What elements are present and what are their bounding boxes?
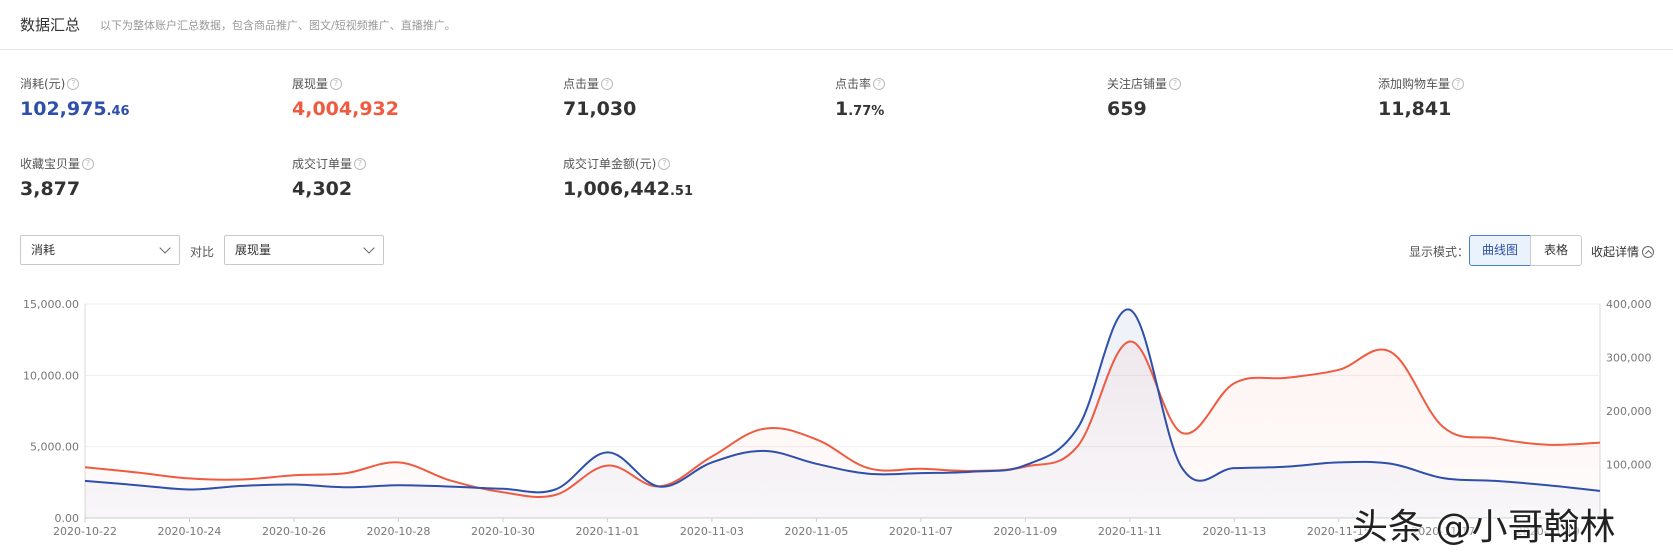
collapse-details-button[interactable]: 收起详情 — [1591, 243, 1655, 260]
x-tick-label: 2020-10-24 — [158, 525, 222, 538]
x-tick-label: 2020-11-07 — [889, 525, 953, 538]
x-tick-label: 2020-10-26 — [262, 525, 326, 538]
compare-label: 对比 — [190, 245, 215, 259]
metric-select[interactable]: 消耗 — [20, 235, 180, 265]
y-right-tick-label: 400,000 — [1606, 298, 1652, 311]
y-left-tick-label: 0.00 — [55, 512, 80, 525]
metric-add-to-cart: 添加购物车量? 11,841 — [1378, 76, 1638, 120]
y-right-tick-label: 300,000 — [1606, 352, 1652, 365]
collapse-details-label: 收起详情 — [1591, 245, 1640, 259]
summary-header: 数据汇总 以下为整体账户汇总数据，包含商品推广、图文/短视频推广、直播推广。 — [0, 0, 1673, 50]
page-description: 以下为整体账户汇总数据，包含商品推广、图文/短视频推广、直播推广。 — [100, 19, 456, 32]
x-tick-label: 2020-11-19 — [1516, 525, 1580, 538]
chart-lines — [84, 308, 1601, 498]
metric-value: 659 — [1107, 98, 1147, 120]
display-mode-label: 显示模式： — [1409, 245, 1470, 259]
help-icon[interactable]: ? — [330, 78, 343, 90]
x-tick-label: 2020-11-01 — [575, 525, 639, 538]
y-right-tick-label: 200,000 — [1606, 405, 1652, 418]
tab-table[interactable]: 表格 — [1530, 235, 1582, 266]
x-tick-label: 2020-11-05 — [784, 525, 848, 538]
metric-select-value: 消耗 — [31, 243, 56, 257]
metric-ctr: 点击率? 1.77% — [835, 76, 1095, 120]
metric-label: 收藏宝贝量 — [20, 157, 81, 171]
metric-favorites: 收藏宝贝量? 3,877 — [20, 156, 280, 200]
series-line-cost — [84, 308, 1601, 494]
compare-select-value: 展现量 — [235, 243, 272, 257]
metric-label: 添加购物车量 — [1378, 77, 1451, 91]
compare-select[interactable]: 展现量 — [224, 235, 384, 265]
help-icon[interactable]: ? — [1169, 78, 1182, 90]
metric-value: 4,302 — [292, 178, 353, 200]
x-tick-label: 2020-11-17 — [1411, 525, 1475, 538]
metric-value: 71,030 — [563, 98, 637, 120]
x-tick-label: 2020-11-09 — [993, 525, 1057, 538]
chevron-up-circle-icon — [1642, 245, 1655, 258]
x-tick-label: 2020-11-03 — [680, 525, 744, 538]
metric-label: 成交订单量 — [292, 157, 353, 171]
trend-chart: 0.00 5,000.00 10,000.00 15,000.00 100,000 20… — [23, 298, 1652, 538]
metric-store-follows: 关注店铺量? 659 — [1107, 76, 1367, 120]
watermark: 头条 @小哥翰林 — [1352, 507, 1616, 548]
series-area-cost — [85, 309, 1600, 518]
metric-label: 成交订单金额(元) — [563, 157, 657, 171]
metric-cost: 消耗(元)? 102,975.46 — [20, 76, 280, 120]
help-icon[interactable]: ? — [658, 158, 671, 170]
chevron-down-icon — [159, 242, 171, 254]
help-icon[interactable]: ? — [82, 158, 95, 170]
metric-label: 点击率 — [835, 77, 872, 91]
x-tick-label: 2020-10-30 — [471, 525, 535, 538]
y-axis-left: 0.00 5,000.00 10,000.00 15,000.00 — [23, 298, 79, 525]
metric-impressions: 展现量? 4,004,932 — [292, 76, 552, 120]
metric-label: 消耗(元) — [20, 77, 66, 91]
tab-curve-chart[interactable]: 曲线图 — [1469, 235, 1531, 266]
metric-order-amount: 成交订单金额(元)? 1,006,442.51 — [563, 156, 823, 200]
x-tick-label: 2020-11-11 — [1098, 525, 1162, 538]
help-icon[interactable]: ? — [67, 78, 80, 90]
x-tick-label: 2020-11-13 — [1202, 525, 1266, 538]
metric-value: 102,975.46 — [20, 98, 130, 120]
y-axis-right: 100,000 200,000 300,000 400,000 — [1606, 298, 1652, 472]
help-icon[interactable]: ? — [601, 78, 614, 90]
x-tick-label: 2020-10-22 — [53, 525, 117, 538]
metric-label: 关注店铺量 — [1107, 77, 1168, 91]
x-tick-label: 2020-11-15 — [1307, 525, 1371, 538]
metric-label: 展现量 — [292, 77, 329, 91]
metric-label: 点击量 — [563, 77, 600, 91]
y-right-tick-label: 100,000 — [1606, 459, 1652, 472]
metric-value: 3,877 — [20, 178, 81, 200]
metric-clicks: 点击量? 71,030 — [563, 76, 823, 120]
help-icon[interactable]: ? — [354, 158, 367, 170]
y-left-tick-label: 10,000.00 — [23, 369, 79, 382]
metric-value: 1.77% — [835, 98, 885, 120]
y-left-tick-label: 5,000.00 — [30, 441, 79, 454]
x-axis: 2020-10-22 2020-10-24 2020-10-26 2020-10-28… — [53, 518, 1580, 538]
page-title: 数据汇总 — [20, 16, 81, 34]
metric-value: 1,006,442.51 — [563, 178, 694, 200]
chart-areas — [85, 309, 1600, 518]
series-line-impressions — [84, 340, 1601, 498]
help-icon[interactable]: ? — [1452, 78, 1465, 90]
metric-value: 4,004,932 — [292, 98, 399, 120]
y-left-tick-label: 15,000.00 — [23, 298, 79, 311]
chevron-down-icon — [363, 242, 375, 254]
metric-orders: 成交订单量? 4,302 — [292, 156, 552, 200]
help-icon[interactable]: ? — [873, 78, 886, 90]
metric-value: 11,841 — [1378, 98, 1452, 120]
x-tick-label: 2020-10-28 — [366, 525, 430, 538]
